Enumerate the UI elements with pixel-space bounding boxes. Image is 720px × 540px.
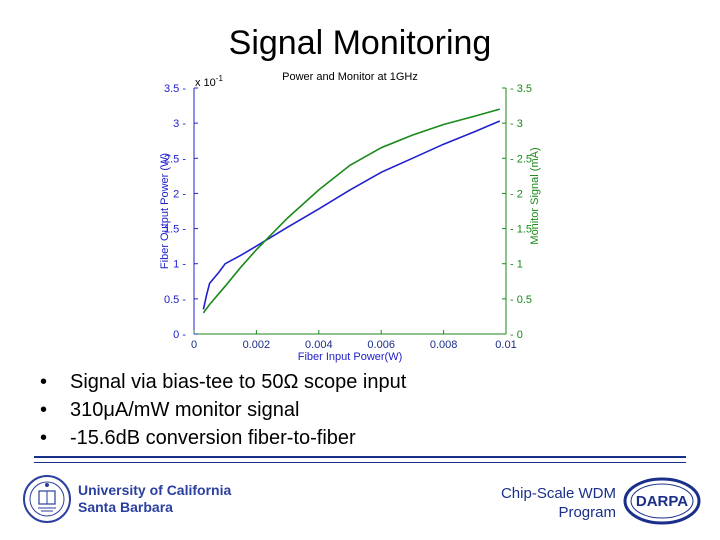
bullet-item: • 310μA/mW monitor signal <box>40 396 406 424</box>
x-tick-label: 0.004 <box>305 339 333 351</box>
left-y-tick-label: 3 - <box>173 118 186 130</box>
x-axis-label: Fiber Input Power(W) <box>298 351 403 363</box>
right-y-tick-label: - 0.5 <box>510 294 532 306</box>
left-axis-label: Fiber Output Power (W) <box>159 153 171 269</box>
bullet-text: Signal via bias-tee to 50Ω scope input <box>70 371 407 393</box>
bullet-item: • Signal via bias-tee to 50Ω scope input <box>40 368 406 396</box>
right-y-tick-label: - 3.5 <box>510 83 532 95</box>
x-tick-label: 0.01 <box>495 339 516 351</box>
footer-divider <box>34 456 686 458</box>
darpa-logo-text: DARPA <box>636 493 688 510</box>
left-y-tick-label: 2 - <box>173 188 186 200</box>
series-lines <box>202 108 501 314</box>
right-y-tick-label: - 1.5 <box>510 224 532 236</box>
monitor-signal-series-line <box>202 108 501 314</box>
left-y-tick-label: 0 - <box>173 329 186 341</box>
x-tick-label: 0.006 <box>367 339 395 351</box>
institution-name: University of California Santa Barbara <box>78 482 231 516</box>
bullet-dot: • <box>40 427 48 449</box>
output-power-series-line <box>202 120 501 310</box>
chart-title: Power and Monitor at 1GHz <box>282 71 418 83</box>
program-line-1: Chip-Scale WDM <box>500 485 616 502</box>
right-y-tick-label: - 0 <box>510 329 523 341</box>
left-y-tick-label: 2.5 - <box>164 153 186 165</box>
bullet-text: -15.6dB conversion fiber-to-fiber <box>70 427 356 449</box>
left-y-tick-label: 3.5 - <box>164 83 186 95</box>
right-axis-label: Monitor Signal (mA) <box>529 147 541 244</box>
left-axis-multiplier: x 10-1 <box>195 74 223 89</box>
right-y-tick-label: - 2 <box>510 188 523 200</box>
program-name: Chip-Scale WDM Program <box>501 484 616 522</box>
left-y-tick-label: 1 - <box>173 259 186 271</box>
institution-line-2: Santa Barbara <box>78 499 173 515</box>
axis-ticks: 0 0.002 0.004 0.006 0.008 0.01 0 - 0.5 - 1 - 1.5 … <box>164 83 532 351</box>
svg-text:x 10-1: x 10-1 <box>195 74 223 89</box>
left-y-tick-label: 1.5 - <box>164 224 186 236</box>
right-y-tick-label: - 3 <box>510 118 523 130</box>
dual-axis-line-chart: Power and Monitor at 1GHz x 10-1 0 0.002 0… <box>159 71 541 363</box>
footer-divider-thin <box>34 462 686 463</box>
left-y-tick-label: 0.5 - <box>164 294 186 306</box>
program-line-2: Program <box>558 504 616 521</box>
university-seal-icon <box>23 475 71 523</box>
bullet-item: • -15.6dB conversion fiber-to-fiber <box>40 424 406 452</box>
slide-title: Signal Monitoring <box>228 24 492 62</box>
bullet-dot: • <box>40 371 48 393</box>
bullet-dot: • <box>40 399 48 421</box>
x-tick-label: 0.008 <box>430 339 458 351</box>
left-axis-multiplier-base: x 10 <box>195 77 216 89</box>
x-tick-label: 0.002 <box>243 339 271 351</box>
bullet-list: • Signal via bias-tee to 50Ω scope input … <box>40 368 406 452</box>
right-y-tick-label: - 1 <box>510 259 523 271</box>
darpa-logo-icon: DARPA <box>623 477 701 525</box>
right-y-tick-label: - 2.5 <box>510 153 532 165</box>
bullet-text: 310μA/mW monitor signal <box>70 399 300 421</box>
x-tick-label: 0 <box>191 339 197 351</box>
left-axis-multiplier-exponent: -1 <box>216 74 224 83</box>
institution-line-1: University of California <box>78 482 232 498</box>
